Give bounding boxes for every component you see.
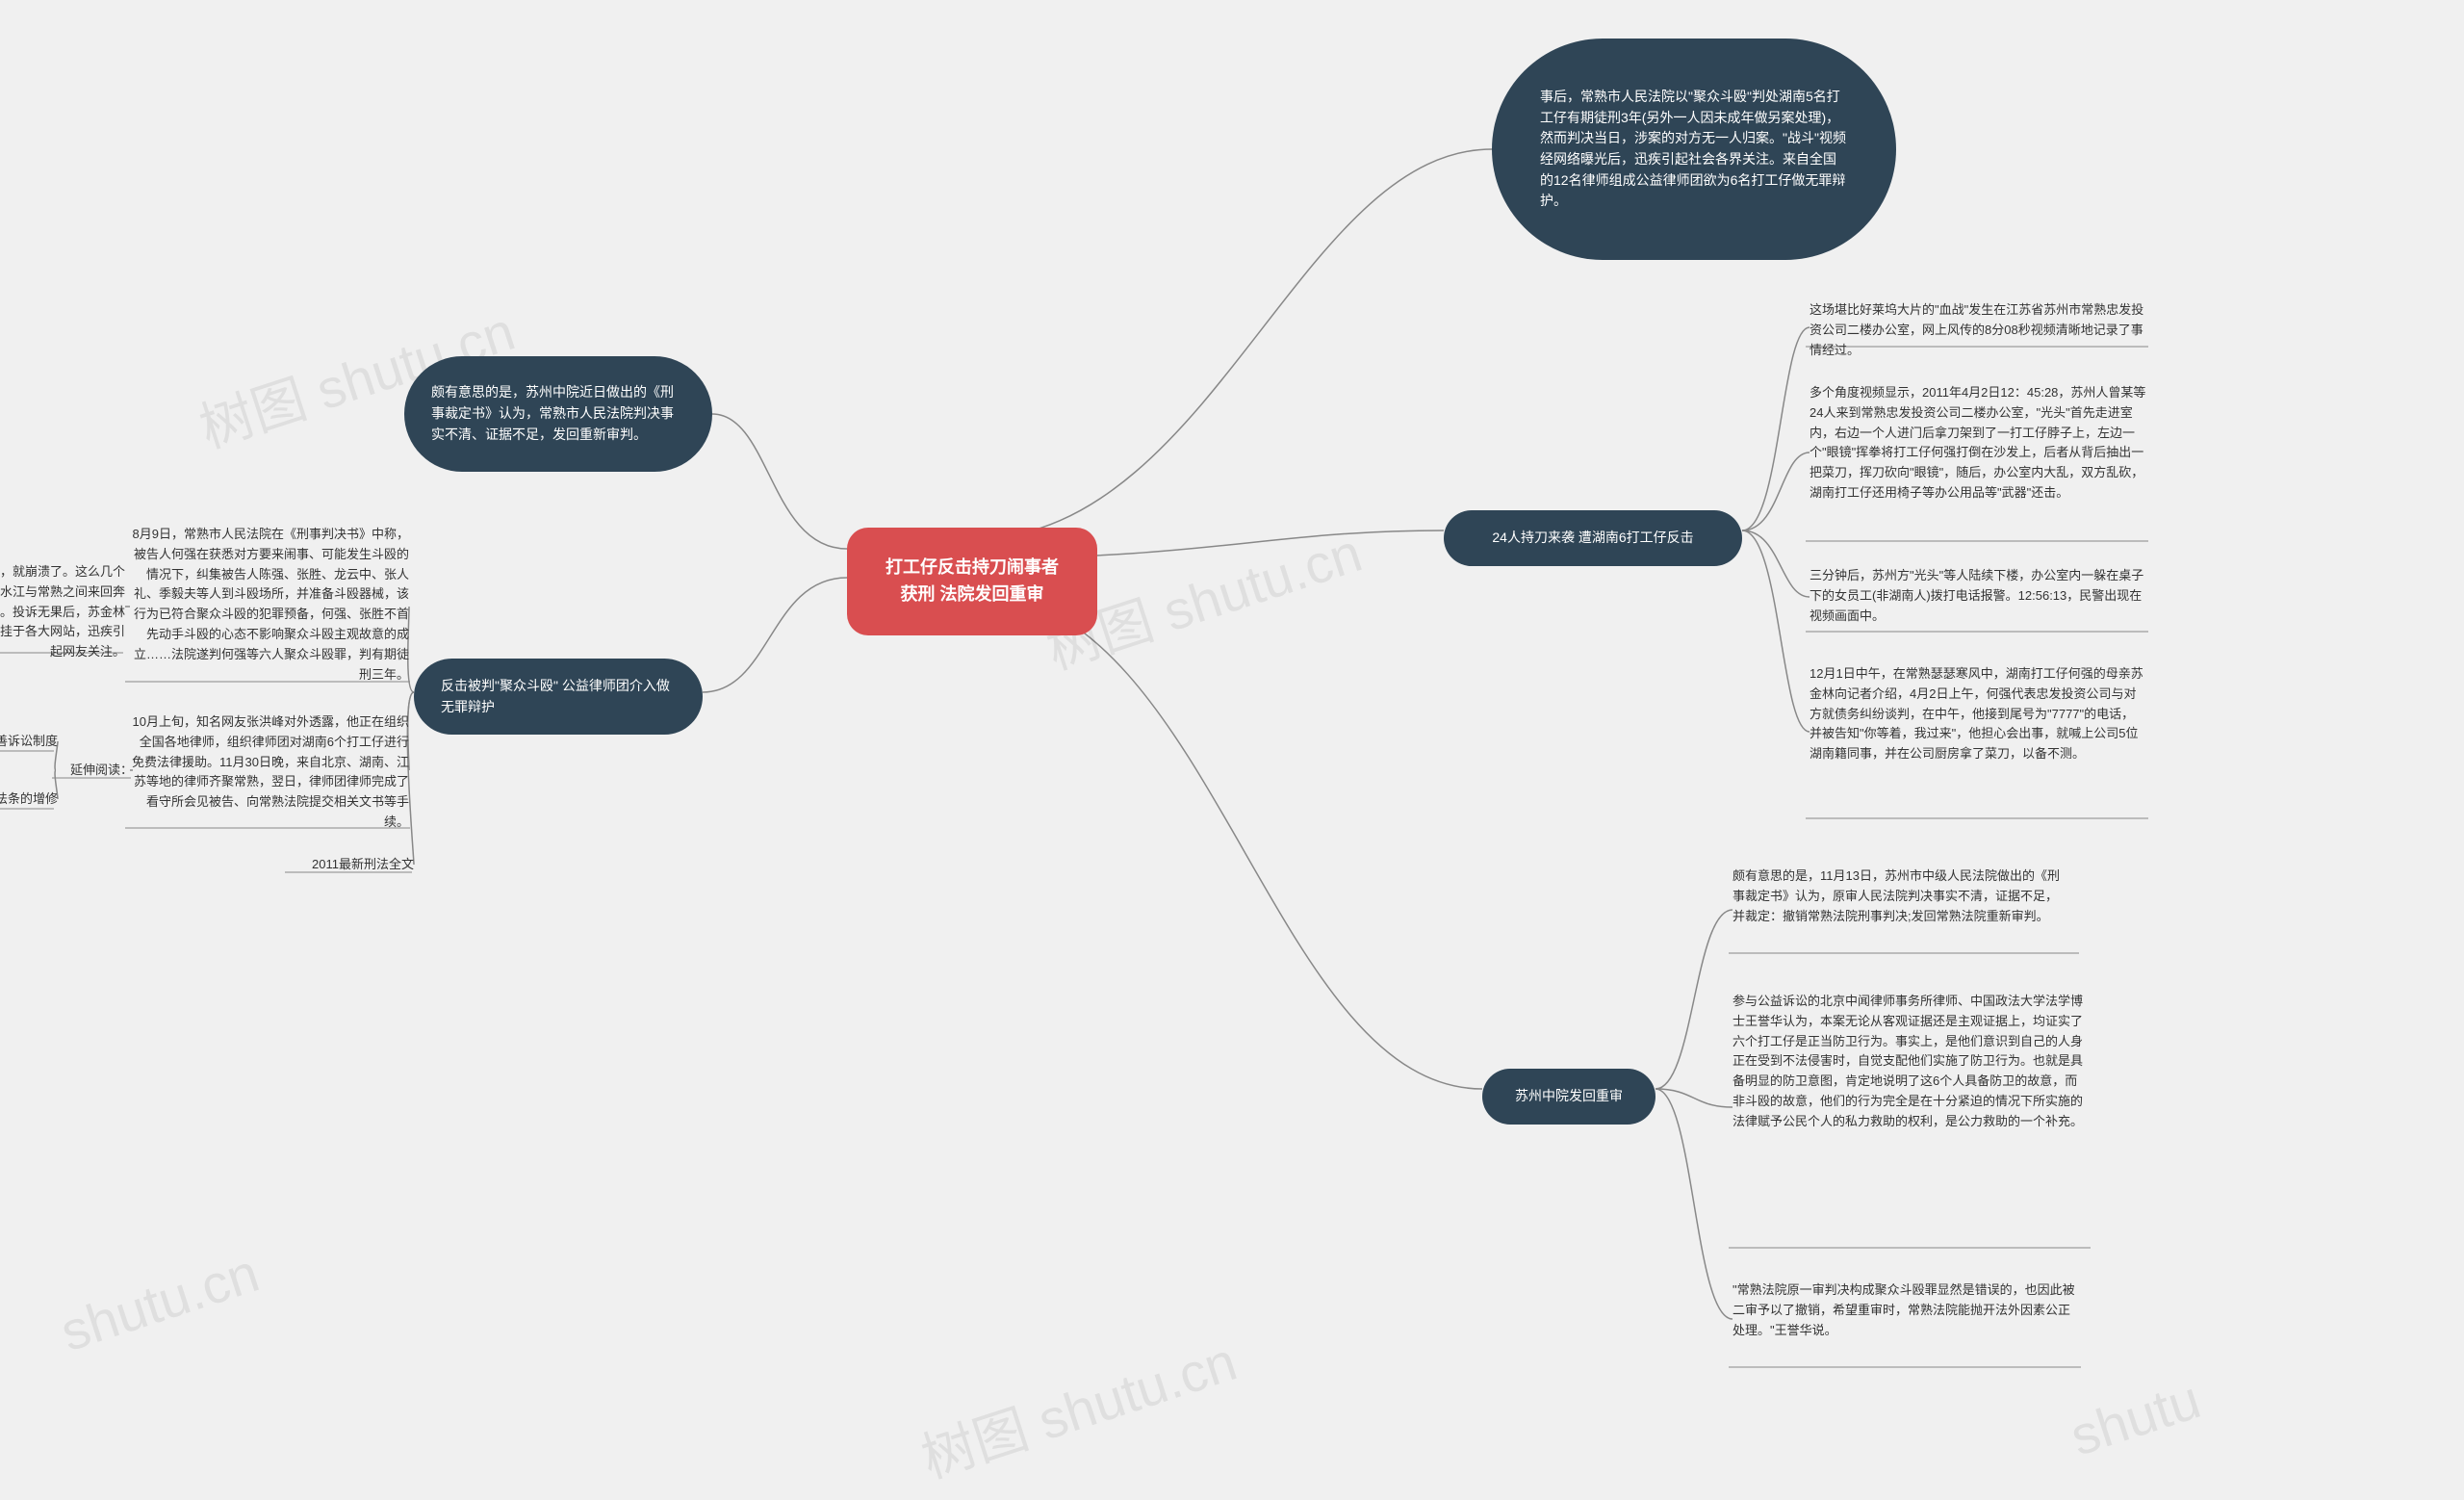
node-left-mid[interactable]: 反击被判"聚众斗殴" 公益律师团介入做无罪辩护 — [414, 659, 703, 735]
leaf-l1: 8月9日，常熟市人民法院在《刑事判决书》中称，被告人何强在获悉对方要来闹事、可能… — [130, 525, 409, 685]
watermark: shutu.cn — [53, 1241, 266, 1363]
leaf-r5: 颇有意思的是，11月13日，苏州市中级人民法院做出的《刑事裁定书》认为，原审人民… — [1732, 866, 2069, 926]
leaf-r4: 12月1日中午，在常熟瑟瑟寒风中，湖南打工仔何强的母亲苏金林向记者介绍，4月2日… — [1810, 664, 2146, 764]
leaf-l5: 法规再改：总结实践经验 完善诉讼制度 — [0, 732, 58, 752]
center-node[interactable]: 打工仔反击持刀闹事者获刑 法院发回重审 — [847, 528, 1097, 635]
leaf-l6: 透视刑事证据法条的增修 — [0, 789, 58, 810]
leaf-r7: "常熟法院原一审判决构成聚众斗殴罪显然是错误的，也因此被二审予以了撤销，希望重审… — [1732, 1280, 2079, 1340]
leaf-l3: 10月上旬，知名网友张洪峰对外透露，他正在组织全国各地律师，组织律师团对湖南6个… — [130, 712, 409, 833]
branch-24[interactable]: 24人持刀来袭 遭湖南6打工仔反击 — [1444, 510, 1742, 566]
watermark: shutu — [2063, 1367, 2207, 1467]
leaf-r6: 参与公益诉讼的北京中闻律师事务所律师、中国政法大学法学博士王誉华认为，本案无论从… — [1732, 992, 2089, 1132]
watermark: 树图 shutu.cn — [911, 1319, 1245, 1494]
leaf-l2: "我当时听到这个消息，就崩溃了。这么几个月来，我一直在冷水江与常熟之间来回奔波。… — [0, 562, 125, 662]
leaf-r3: 三分钟后，苏州方"光头"等人陆续下楼，办公室内一躲在桌子下的女员工(非湖南人)拨… — [1810, 566, 2146, 626]
node-left-top[interactable]: 颇有意思的是，苏州中院近日做出的《刑事裁定书》认为，常熟市人民法院判决事实不清、… — [404, 356, 712, 472]
leaf-r1: 这场堪比好莱坞大片的"血战"发生在江苏省苏州市常熟忠发投资公司二楼办公室，网上风… — [1810, 300, 2146, 360]
leaf-r2: 多个角度视频显示，2011年4月2日12：45:28，苏州人曾某等24人来到常熟… — [1810, 383, 2146, 504]
leaf-l7: 2011最新刑法全文 — [289, 855, 414, 875]
leaf-l4-label: 延伸阅读： — [56, 761, 133, 781]
branch-suzhou[interactable]: 苏州中院发回重审 — [1482, 1069, 1656, 1125]
node-top-right[interactable]: 事后，常熟市人民法院以"聚众斗殴"判处湖南5名打工仔有期徒刑3年(另外一人因未成… — [1492, 39, 1896, 260]
